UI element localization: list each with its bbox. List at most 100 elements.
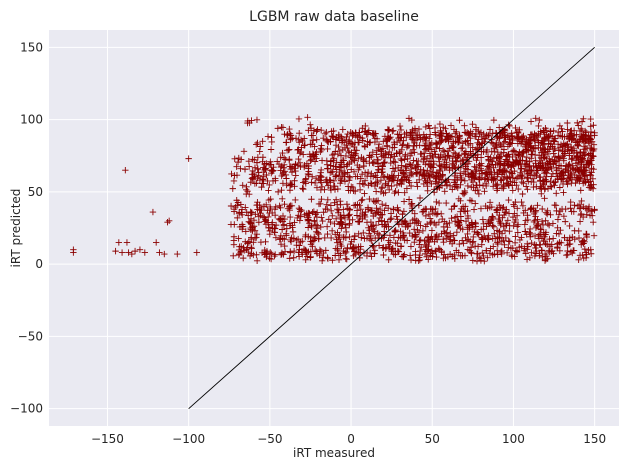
scatter-point xyxy=(587,246,594,253)
scatter-point xyxy=(317,200,324,208)
scatter-point xyxy=(360,181,368,188)
scatter-point xyxy=(522,157,530,165)
scatter-point xyxy=(510,222,517,230)
scatter-point xyxy=(551,182,558,189)
scatter-point xyxy=(478,234,486,241)
scatter-point xyxy=(254,206,261,213)
scatter-point xyxy=(422,212,430,220)
scatter-point xyxy=(337,198,344,205)
scatter-point xyxy=(366,195,373,203)
scatter-point xyxy=(530,210,538,218)
scatter-point xyxy=(267,146,275,153)
scatter-point xyxy=(395,189,402,196)
scatter-point xyxy=(472,124,480,131)
scatter-point xyxy=(280,154,288,162)
scatter-point xyxy=(428,146,436,153)
scatter-point xyxy=(391,168,398,175)
scatter-point xyxy=(492,206,500,214)
scatter-point xyxy=(512,124,519,132)
scatter-point xyxy=(480,252,487,260)
scatter-point xyxy=(381,154,389,161)
scatter-point xyxy=(474,230,482,238)
scatter-point xyxy=(578,171,586,179)
scatter-point xyxy=(542,217,549,224)
scatter-point xyxy=(494,161,502,168)
scatter-point xyxy=(479,216,487,223)
scatter-point xyxy=(416,176,423,184)
scatter-point xyxy=(401,156,408,163)
scatter-point xyxy=(313,184,321,191)
scatter-point xyxy=(533,242,540,249)
scatter-point xyxy=(329,133,336,140)
scatter-point xyxy=(318,214,325,221)
scatter-point xyxy=(404,223,411,231)
scatter-point xyxy=(560,189,567,196)
scatter-point xyxy=(371,198,379,206)
scatter-point xyxy=(396,122,404,130)
scatter-point xyxy=(377,188,385,196)
scatter-point xyxy=(508,148,516,155)
scatter-point xyxy=(443,159,450,166)
scatter-point xyxy=(370,158,378,166)
scatter-point xyxy=(343,133,350,141)
scatter-point xyxy=(441,148,448,155)
scatter-point xyxy=(345,177,353,184)
scatter-point xyxy=(290,254,297,261)
scatter-point xyxy=(333,171,340,179)
scatter-point xyxy=(494,206,501,213)
scatter-point xyxy=(570,208,577,215)
scatter-point xyxy=(537,225,544,233)
scatter-point xyxy=(559,143,567,150)
scatter-point xyxy=(463,237,471,244)
scatter-point xyxy=(378,217,385,224)
scatter-point xyxy=(531,217,539,224)
scatter-point xyxy=(292,196,299,204)
scatter-point xyxy=(354,173,361,180)
scatter-point xyxy=(423,179,431,186)
scatter-point xyxy=(249,176,257,183)
scatter-point xyxy=(280,222,288,229)
scatter-point xyxy=(363,219,371,226)
scatter-point xyxy=(327,177,334,184)
scatter-point xyxy=(366,249,374,257)
scatter-point xyxy=(569,155,576,162)
scatter-point xyxy=(523,174,531,181)
scatter-point xyxy=(524,240,531,248)
scatter-point xyxy=(235,154,242,162)
scatter-point xyxy=(381,133,389,140)
scatter-point xyxy=(544,148,552,155)
scatter-point xyxy=(397,126,405,134)
scatter-point xyxy=(286,220,294,227)
scatter-point xyxy=(340,157,347,164)
scatter-point xyxy=(392,164,399,172)
scatter-point xyxy=(509,244,516,252)
scatter-point xyxy=(237,249,244,256)
scatter-point xyxy=(566,174,573,181)
scatter-point xyxy=(346,140,354,147)
scatter-point xyxy=(352,244,360,251)
scatter-point xyxy=(498,250,505,258)
scatter-point xyxy=(541,195,548,202)
scatter-point xyxy=(335,250,343,257)
reference-line xyxy=(188,47,595,409)
scatter-point xyxy=(582,230,590,238)
scatter-point xyxy=(480,134,488,142)
scatter-point xyxy=(464,230,471,238)
scatter-point xyxy=(329,257,336,264)
scatter-point xyxy=(361,128,368,135)
scatter-point xyxy=(242,228,249,235)
scatter-point xyxy=(568,143,575,150)
scatter-point xyxy=(230,233,238,240)
scatter-point xyxy=(484,132,492,140)
scatter-point xyxy=(558,125,565,133)
scatter-point xyxy=(387,216,394,223)
scatter-point xyxy=(234,199,242,206)
scatter-point xyxy=(405,115,413,122)
scatter-point xyxy=(507,140,514,147)
scatter-point xyxy=(346,220,353,227)
scatter-point xyxy=(386,232,394,239)
scatter-point xyxy=(366,159,373,167)
scatter-point xyxy=(467,140,474,147)
y-tick-label: 0 xyxy=(35,257,43,271)
scatter-point xyxy=(450,203,458,210)
